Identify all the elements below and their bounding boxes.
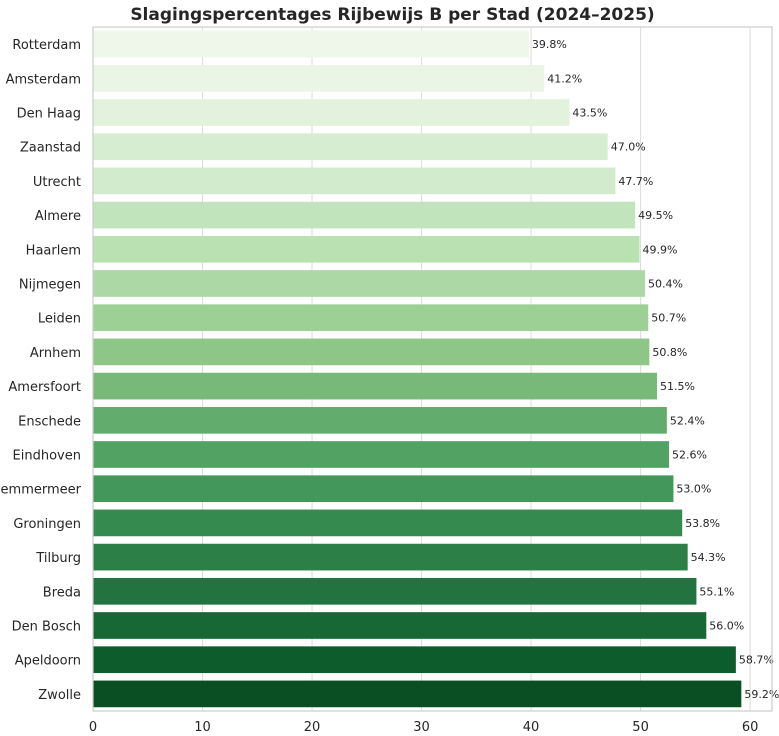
data-label: 47.0% (611, 141, 646, 154)
bar (93, 64, 545, 92)
x-tick-label: 50 (632, 720, 649, 735)
y-tick-label: Zaanstad (20, 141, 81, 156)
y-tick-label: Arnhem (30, 346, 81, 361)
bar (93, 99, 570, 126)
y-tick-label: Rotterdam (12, 38, 81, 53)
bar (93, 509, 683, 537)
data-label: 43.5% (572, 107, 607, 120)
x-tick-label: 10 (194, 720, 211, 735)
bars (93, 30, 742, 708)
bar (93, 235, 640, 263)
data-label: 50.4% (648, 278, 683, 291)
data-label: 39.8% (532, 38, 567, 51)
bar (93, 577, 697, 605)
bar (93, 646, 736, 674)
y-tick-label: Almere (35, 209, 81, 224)
bar (93, 680, 742, 708)
data-label: 47.7% (618, 175, 653, 188)
y-tick-label: Zwolle (38, 688, 81, 703)
y-tick-label: Den Haag (17, 107, 81, 122)
bar (93, 304, 649, 332)
bar (93, 30, 529, 58)
y-tick-label: Utrecht (33, 175, 81, 190)
x-tick-label: 0 (89, 720, 97, 735)
bar (93, 543, 688, 571)
y-tick-label: Eindhoven (13, 449, 81, 464)
data-label: 49.9% (642, 243, 677, 256)
data-label: 55.1% (699, 585, 734, 598)
data-label: 51.5% (660, 380, 695, 393)
y-tick-label: Apeldoorn (15, 654, 81, 669)
bar (93, 338, 650, 366)
y-tick-label: Haarlemmermeer (0, 483, 82, 498)
data-label: 56.0% (709, 620, 744, 633)
x-tick-label: 20 (304, 720, 321, 735)
x-tick-label: 60 (742, 720, 759, 735)
x-axis-tick-labels: 0 10 20 30 40 50 60 (89, 720, 759, 735)
data-label: 52.4% (670, 414, 705, 427)
grid-lines (92, 27, 751, 711)
data-label: 41.2% (547, 72, 582, 85)
data-label: 50.7% (651, 312, 686, 325)
y-tick-label: Den Bosch (12, 620, 81, 635)
y-tick-label: Nijmegen (19, 278, 81, 293)
chart-title: Slagingspercentages Rijbewijs B per Stad… (130, 5, 654, 25)
bar (93, 406, 667, 434)
data-label: 58.7% (739, 654, 774, 667)
y-tick-label: Breda (43, 585, 81, 600)
bar (93, 612, 707, 639)
bar (93, 441, 670, 468)
bar (93, 167, 616, 195)
y-axis-tick-labels: Rotterdam Amsterdam Den Haag Zaanstad Utrech… (0, 38, 82, 703)
plot-frame (92, 26, 773, 712)
y-tick-label: Haarlem (26, 243, 81, 258)
data-label: 52.6% (672, 449, 707, 462)
x-tick-label: 40 (523, 720, 540, 735)
data-label: 50.8% (652, 346, 687, 359)
data-label: 53.8% (685, 517, 720, 530)
bar (93, 133, 608, 161)
data-labels: 39.8% 41.2% 43.5% 47.0% 47.7% 49.5% 49.9% 50.4%… (532, 38, 779, 701)
y-tick-label: Amsterdam (6, 72, 81, 87)
y-tick-label: Amersfoort (8, 380, 81, 395)
y-tick-label: Enschede (18, 414, 81, 429)
y-tick-label: Groningen (13, 517, 81, 532)
x-tick-label: 30 (413, 720, 430, 735)
data-label: 53.0% (676, 483, 711, 496)
data-label: 59.2% (744, 688, 779, 701)
bar (93, 201, 636, 229)
data-label: 54.3% (691, 551, 726, 564)
bar (93, 270, 645, 297)
bar (93, 372, 658, 400)
bar (93, 475, 674, 503)
y-tick-label: Leiden (38, 312, 81, 327)
y-tick-label: Tilburg (35, 551, 81, 566)
data-label: 49.5% (638, 209, 673, 222)
